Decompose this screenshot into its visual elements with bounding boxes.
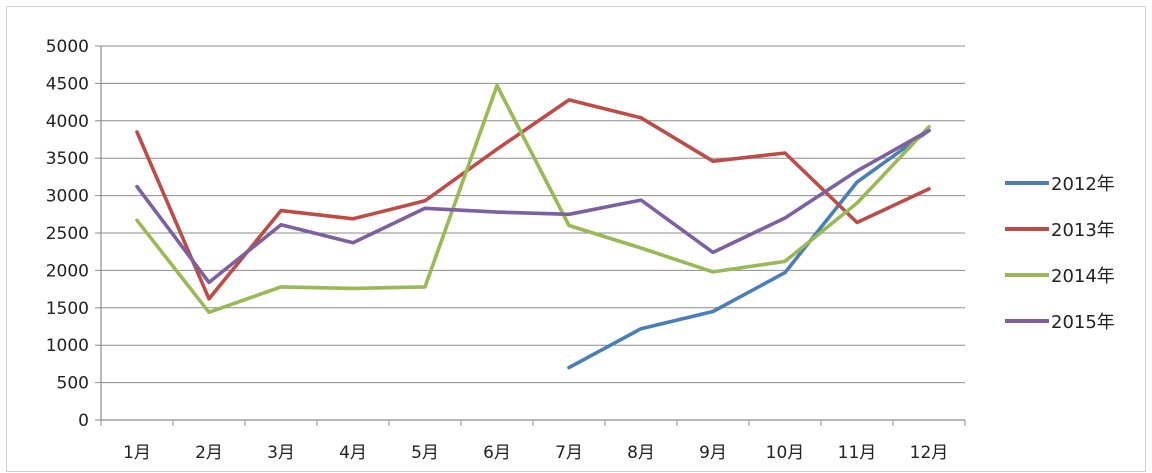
y-tick-label: 0 [78,411,89,431]
x-tick-label: 4月 [339,443,367,463]
x-tick-label: 6月 [483,443,511,463]
x-tick-label: 1月 [123,443,151,463]
y-tick-label: 1500 [46,299,89,319]
axes [95,45,966,426]
legend: 2012年 2013年 2014年 2015年 [1005,174,1115,333]
y-tick-label: 4500 [46,74,89,94]
legend-item-2012年: 2012年 [1005,174,1115,195]
legend-label: 2014年 [1051,266,1115,287]
legend-label: 2013年 [1051,220,1115,241]
x-tick-label: 8月 [627,443,655,463]
legend-item-2014年: 2014年 [1005,266,1115,287]
y-tick-label: 4000 [46,112,89,132]
x-tick-label: 3月 [267,443,295,463]
legend-label: 2012年 [1051,174,1115,195]
series-lines [135,83,931,370]
series-line-2013年 [135,98,931,301]
legend-item-2015年: 2015年 [1005,312,1115,333]
y-tick-label: 2500 [46,224,89,244]
legend-label: 2015年 [1051,312,1115,333]
series-line-2015年 [135,128,931,285]
y-tick-label: 3000 [46,187,89,207]
x-tick-label: 12月 [910,443,949,463]
x-tick-label: 7月 [555,443,583,463]
x-tick-label: 9月 [699,443,727,463]
x-tick-labels: 1月 2月 3月 4月 5月 6月 7月 8月 9月 10月 11月 12月 [123,443,948,463]
series-line-2014年 [135,83,931,315]
x-tick-label: 11月 [838,443,877,463]
x-tick-label: 2月 [195,443,223,463]
y-tick-label: 1000 [46,336,89,356]
y-tick-label: 500 [57,374,89,394]
series-line-2012年 [567,128,931,370]
legend-item-2013年: 2013年 [1005,220,1115,241]
x-tick-label: 10月 [766,443,805,463]
y-tick-label: 5000 [46,37,89,57]
y-tick-labels: 0 500 1000 1500 2000 2500 3000 3500 4000 4500 5000 [46,37,89,431]
x-tick-label: 5月 [411,443,439,463]
y-tick-label: 2000 [46,261,89,281]
y-tick-label: 3500 [46,149,89,169]
